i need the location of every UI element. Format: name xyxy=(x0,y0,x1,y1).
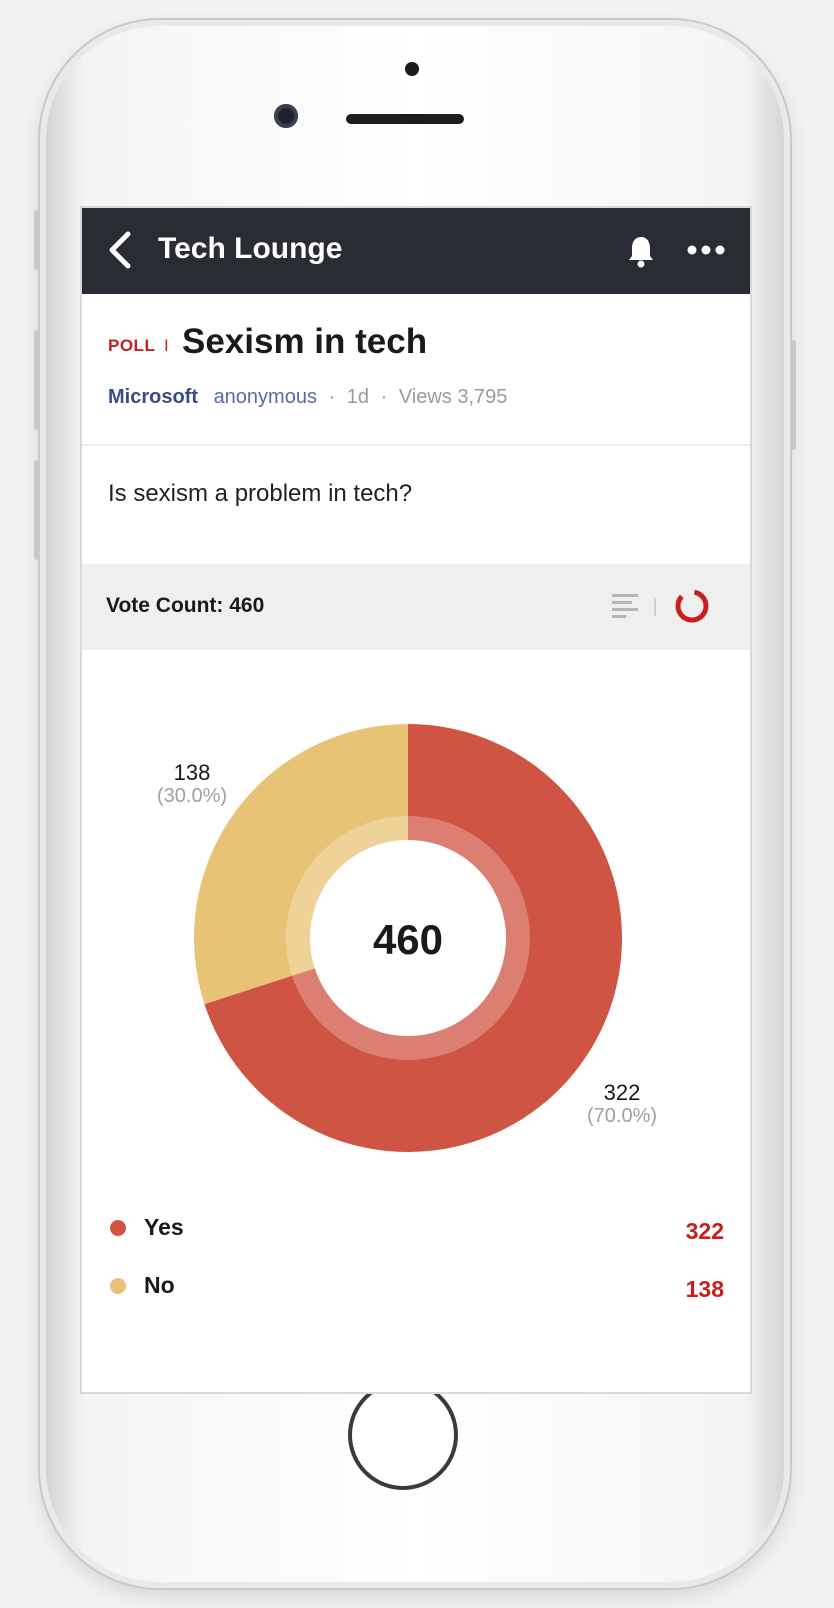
poll-tag-separator: I xyxy=(164,336,169,355)
donut-center-total: 460 xyxy=(373,916,443,963)
app-screen: Tech Lounge POLL I Sexism in tech Micros… xyxy=(80,206,752,1394)
proximity-sensor xyxy=(405,62,419,76)
slice-value-label-yes: 322 xyxy=(604,1080,641,1105)
view-count: Views 3,795 xyxy=(398,386,508,408)
legend-value-yes: 322 xyxy=(685,1218,724,1244)
silent-switch xyxy=(34,210,40,270)
power-button xyxy=(790,340,796,450)
legend-item-no: No 138 xyxy=(82,1266,750,1306)
more-horizontal-icon[interactable] xyxy=(686,244,726,256)
home-button[interactable] xyxy=(348,1380,458,1490)
top-bar: Tech Lounge xyxy=(82,208,750,294)
legend-label-no: No xyxy=(144,1272,175,1298)
slice-percent-label-no: (30.0%) xyxy=(157,785,227,807)
post-header: POLL I Sexism in tech Microsoft anonymou… xyxy=(82,294,750,446)
meta-separator: · xyxy=(328,386,336,408)
donut-chart-icon[interactable] xyxy=(674,588,710,624)
volume-down-button xyxy=(34,460,40,560)
vote-count: Vote Count: 460 xyxy=(106,594,265,617)
author-name[interactable]: anonymous xyxy=(213,386,317,408)
legend-dot-yes xyxy=(110,1220,126,1236)
channel-title: Tech Lounge xyxy=(158,232,343,265)
view-toggle-divider xyxy=(654,598,656,616)
earpiece-speaker xyxy=(346,114,464,124)
legend-value-no: 138 xyxy=(685,1276,724,1302)
meta-separator: · xyxy=(380,386,388,408)
bell-icon[interactable] xyxy=(626,234,656,268)
slice-value-label-no: 138 xyxy=(174,760,211,785)
poll-question: Is sexism a problem in tech? xyxy=(108,480,413,507)
post-title: Sexism in tech xyxy=(182,322,428,361)
company-link[interactable]: Microsoft xyxy=(108,386,198,408)
slice-percent-label-yes: (70.0%) xyxy=(587,1105,657,1127)
legend-item-yes: Yes 322 xyxy=(82,1208,750,1248)
chevron-left-icon[interactable] xyxy=(104,230,134,270)
list-view-icon[interactable] xyxy=(610,590,640,622)
post-age: 1d xyxy=(346,386,370,408)
volume-up-button xyxy=(34,330,40,430)
donut-hole xyxy=(310,840,506,1036)
front-camera xyxy=(274,104,298,128)
donut-chart: 460 138 (30.0%) 322 (70.0%) xyxy=(157,724,657,1152)
post-meta: Microsoft anonymous · 1d · Views 3,795 xyxy=(108,386,507,409)
vote-count-bar: Vote Count: 460 xyxy=(82,564,750,650)
legend-dot-no xyxy=(110,1278,126,1294)
poll-tag: POLL xyxy=(108,336,156,355)
legend-label-yes: Yes xyxy=(144,1214,184,1240)
